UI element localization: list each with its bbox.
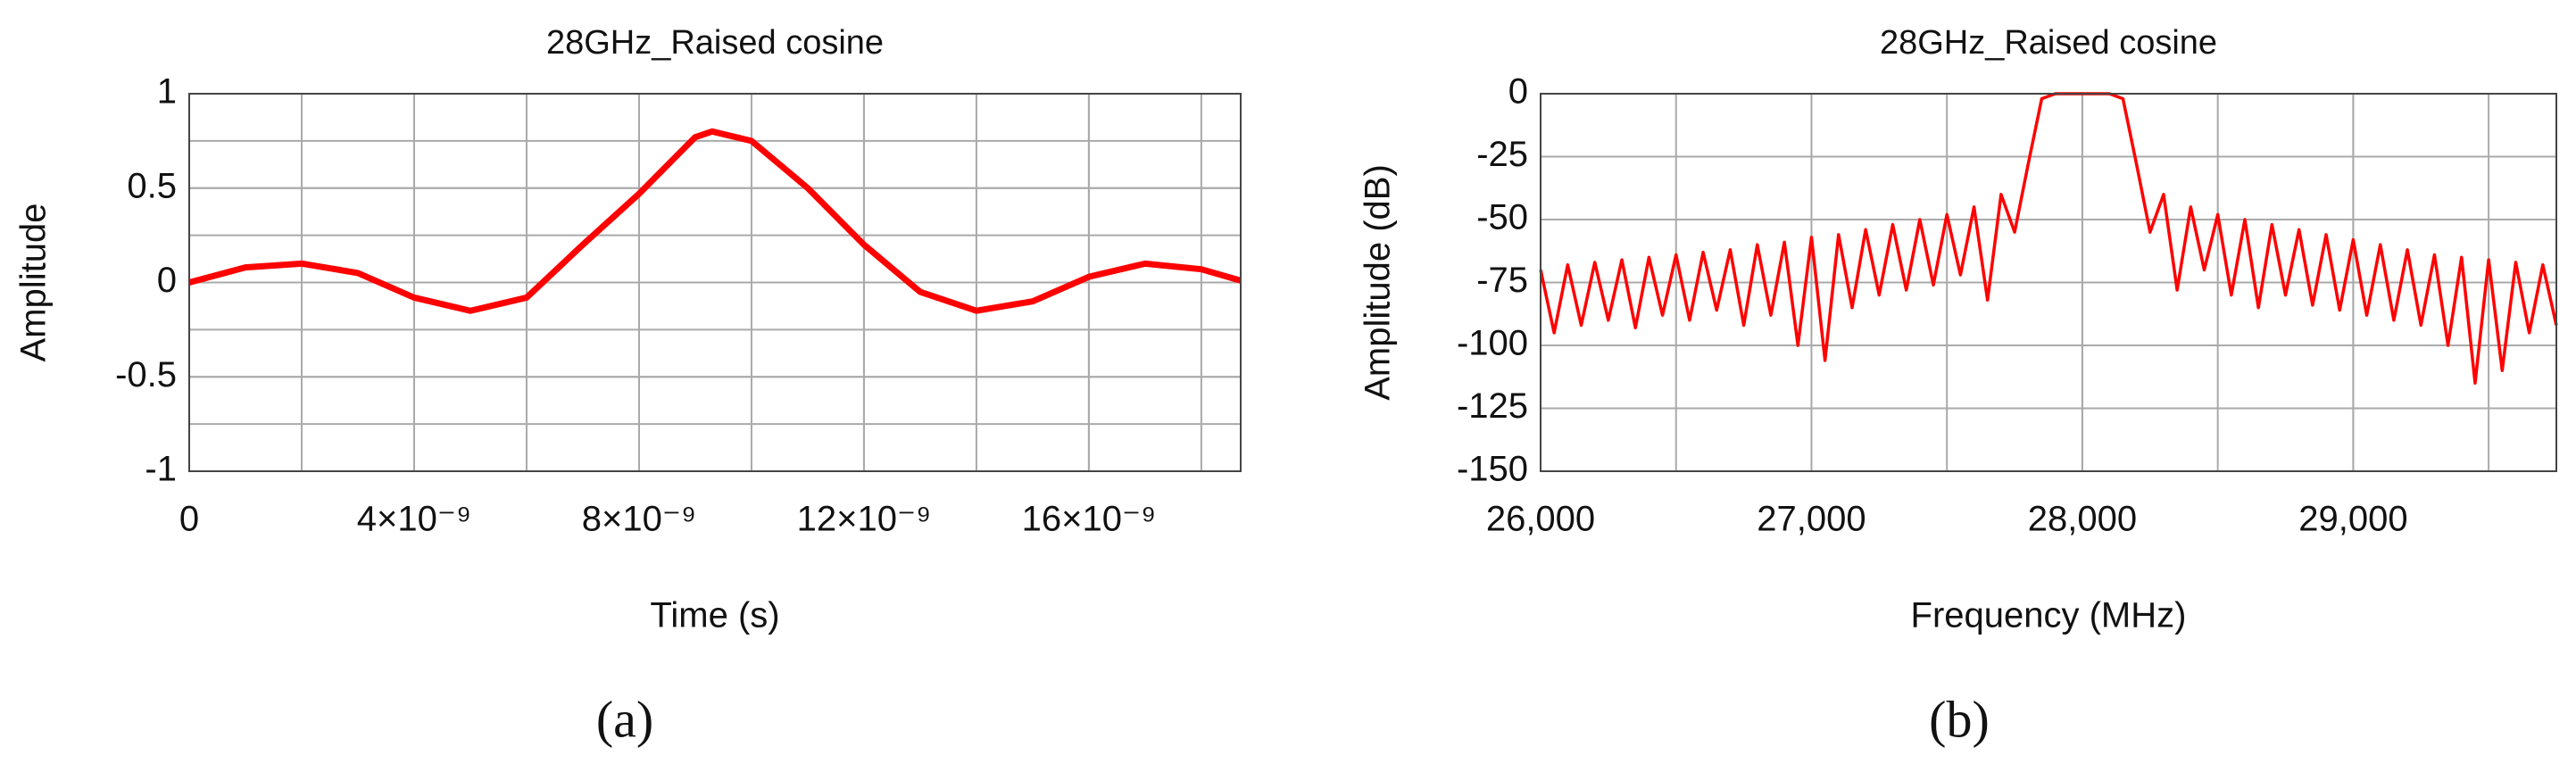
x-tick-label: 27,000 (1757, 500, 1866, 539)
y-axis-title: Amplitude (dB) (1359, 164, 1398, 401)
y-tick-label: -25 (1476, 135, 1528, 174)
y-tick-label: 1 (157, 72, 177, 112)
x-tick-label: 28,000 (2028, 500, 2137, 539)
chart-title: 28GHz_Raised cosine (546, 24, 884, 62)
x-axis-title: Time (s) (650, 596, 779, 635)
y-tick-label: 0.5 (127, 166, 177, 205)
x-tick-label: 4×10⁻⁹ (357, 500, 471, 539)
x-tick-label: 12×10⁻⁹ (797, 500, 932, 539)
plot-frame (1540, 93, 2557, 472)
panel-label: (b) (1929, 690, 1990, 748)
y-tick-label: -0.5 (115, 355, 177, 394)
y-tick-label: -75 (1476, 261, 1528, 300)
x-tick-label: 8×10⁻⁹ (582, 500, 696, 539)
y-axis-title: Amplitude (14, 203, 54, 362)
x-tick-label: 16×10⁻⁹ (1022, 500, 1157, 539)
y-tick-label: -125 (1457, 386, 1528, 426)
y-tick-label: -150 (1457, 450, 1528, 489)
y-tick-label: -1 (145, 450, 177, 489)
x-tick-label: 29,000 (2298, 500, 2407, 539)
y-tick-label: 0 (157, 261, 177, 300)
panel-label: (a) (596, 690, 653, 748)
y-tick-label: 0 (1508, 72, 1528, 112)
y-tick-label: -100 (1457, 324, 1528, 363)
data-line (1539, 92, 2558, 386)
plot-frame (188, 93, 1242, 472)
x-tick-label: 0 (179, 500, 199, 539)
chart-title: 28GHz_Raised cosine (1880, 24, 2217, 62)
data-line (188, 128, 1242, 314)
x-axis-title: Frequency (MHz) (1911, 596, 2187, 635)
x-tick-label: 26,000 (1486, 500, 1595, 539)
y-tick-label: -50 (1476, 198, 1528, 237)
